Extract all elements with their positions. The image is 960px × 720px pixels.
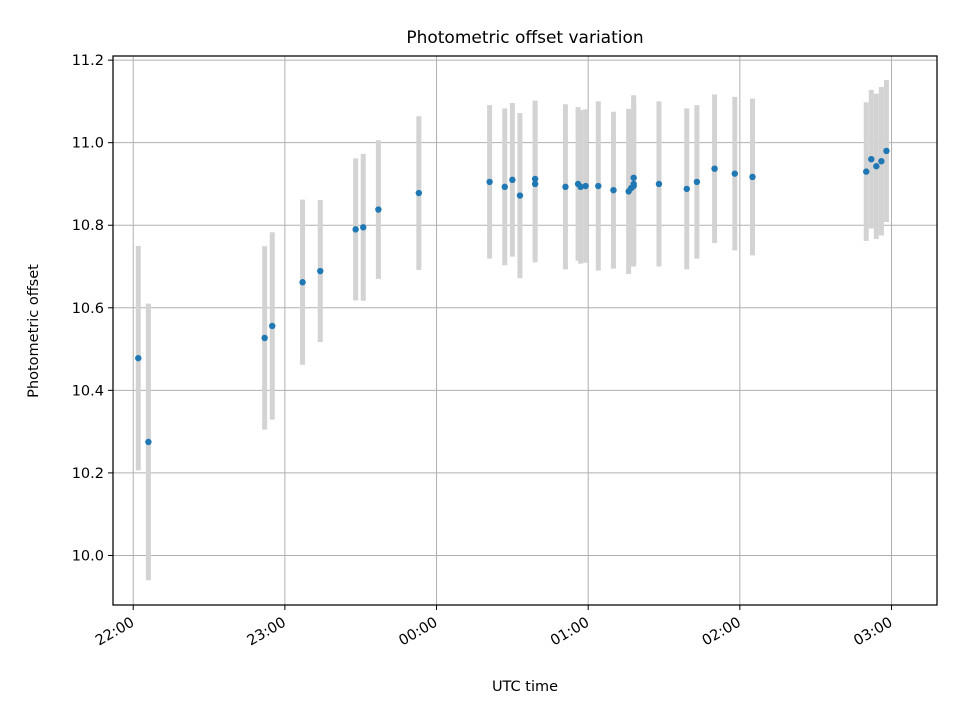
grid [113,56,937,605]
y-tick-label: 10.0 [72,548,104,564]
data-point [873,163,880,170]
data-point [731,170,738,177]
data-point [577,183,584,191]
data-point [269,322,276,330]
data-point [299,279,306,286]
data-point [655,180,663,188]
data-point [582,182,589,190]
data-point [878,158,885,165]
data-point [630,182,637,190]
y-tick-label: 10.6 [72,301,104,317]
data-point [863,168,870,175]
data-point [868,155,875,163]
data-point [531,175,539,183]
data-point [883,147,890,155]
data-point [693,178,701,186]
data-point [595,182,602,190]
data-point [317,267,324,275]
data-point [415,189,423,197]
data-point [261,334,268,342]
plot-frame [112,55,938,606]
data-point [352,226,359,233]
y-tick-label: 10.8 [72,218,104,234]
data-point [711,165,718,172]
y-tick-label: 11.2 [72,53,104,69]
y-tick-label: 11.0 [72,136,104,152]
y-axis-label: Photometric offset [26,264,42,398]
data-point [135,354,142,362]
y-tick-label: 10.4 [72,383,104,399]
data-point [683,185,690,193]
data-point [501,183,508,191]
data-point [531,180,539,188]
data-point [145,438,152,446]
data-point [375,206,382,213]
data-point [509,176,516,184]
data-points [135,147,890,446]
data-point [486,178,493,186]
data-point [630,174,637,181]
data-point [360,224,367,231]
data-point [749,173,756,181]
chart-title: Photometric offset variation [406,28,643,48]
data-point [516,192,524,199]
data-point [562,183,569,191]
y-tick-label: 10.2 [72,466,104,482]
data-point [610,186,617,194]
x-axis-label: UTC time [492,679,558,695]
